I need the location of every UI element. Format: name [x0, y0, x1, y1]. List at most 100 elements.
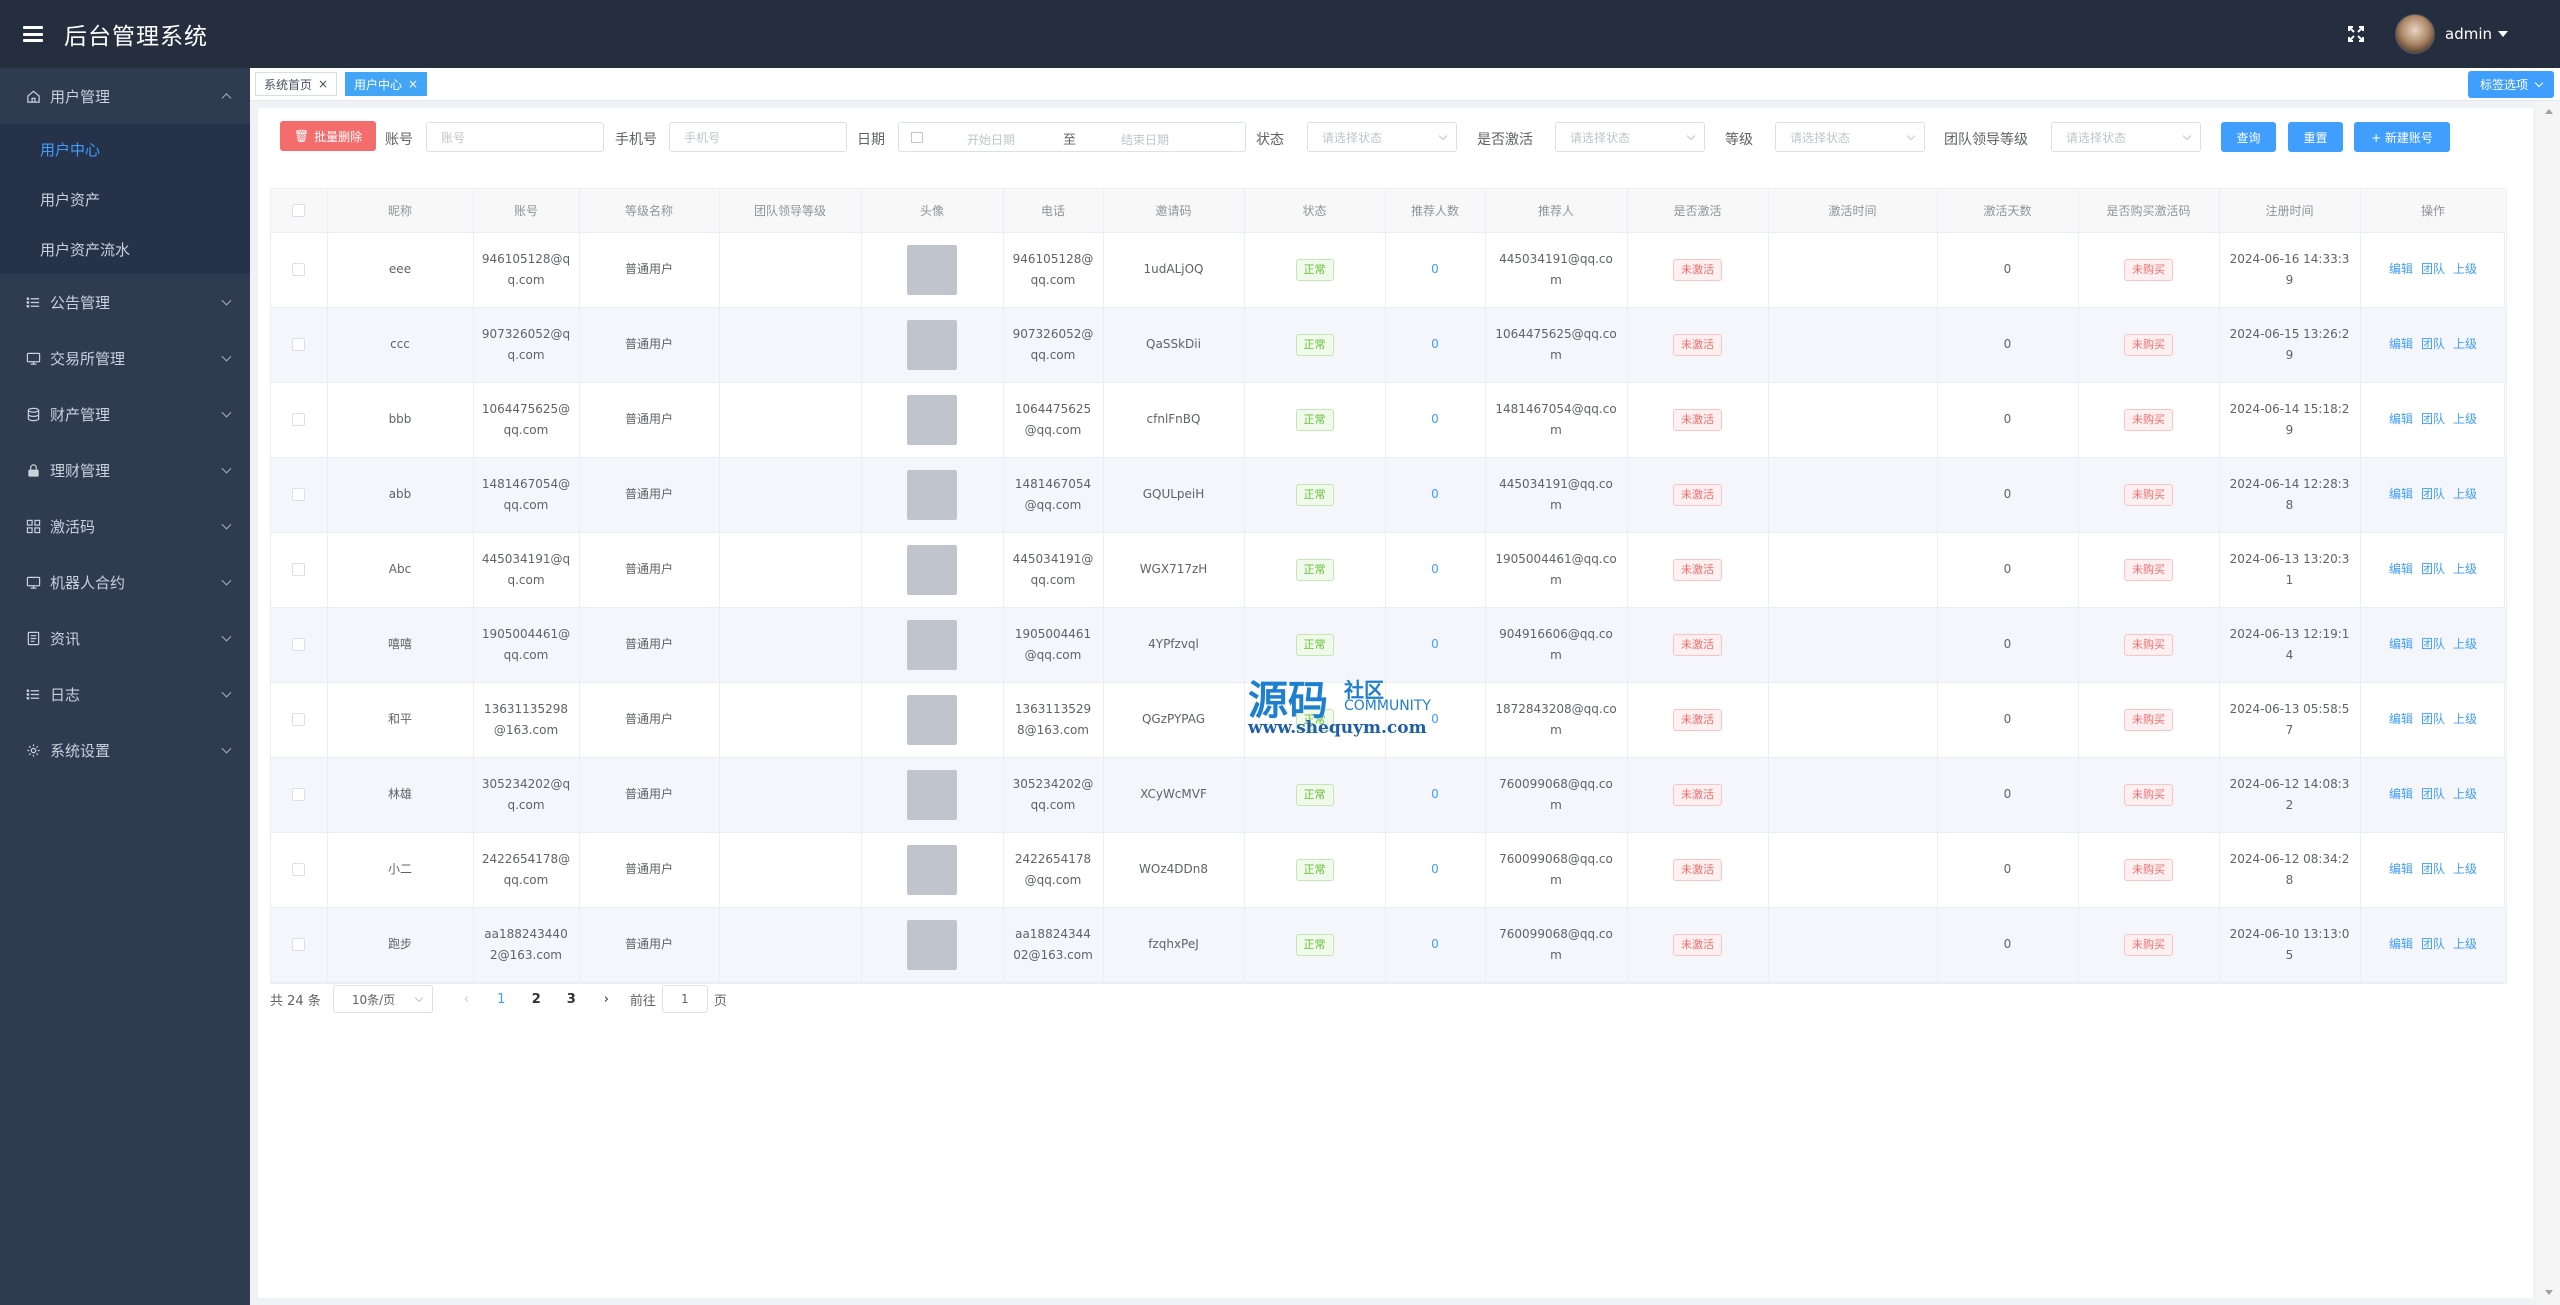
edit-link[interactable]: 编辑 — [2388, 262, 2413, 276]
row-checkbox[interactable] — [292, 788, 306, 801]
page-number[interactable]: 2 — [531, 991, 541, 1007]
edit-link[interactable]: 编辑 — [2388, 412, 2413, 426]
edit-link[interactable]: 编辑 — [2388, 637, 2413, 651]
level-select[interactable]: 请选择状态 — [1775, 122, 1925, 152]
row-checkbox[interactable] — [292, 638, 306, 651]
team-level-select[interactable]: 请选择状态 — [2051, 122, 2201, 152]
tag-options-button[interactable]: 标签选项 — [2467, 71, 2554, 98]
avatar-thumbnail[interactable] — [907, 319, 957, 370]
team-link[interactable]: 团队 — [2420, 487, 2445, 501]
ref-count-link[interactable]: 0 — [1431, 937, 1439, 951]
vertical-scrollbar[interactable] — [2536, 101, 2560, 1305]
row-checkbox[interactable] — [292, 338, 306, 351]
team-link[interactable]: 团队 — [2420, 412, 2445, 426]
team-link[interactable]: 团队 — [2420, 712, 2445, 726]
row-checkbox[interactable] — [292, 938, 306, 951]
parent-link[interactable]: 上级 — [2453, 487, 2478, 501]
sidebar-item-logs[interactable]: 日志 — [0, 666, 250, 722]
parent-link[interactable]: 上级 — [2453, 712, 2478, 726]
avatar-thumbnail[interactable] — [907, 919, 957, 970]
edit-link[interactable]: 编辑 — [2388, 562, 2413, 576]
row-checkbox[interactable] — [292, 713, 306, 726]
sidebar-item-finance[interactable]: 理财管理 — [0, 442, 250, 498]
sidebar-item-property[interactable]: 财产管理 — [0, 386, 250, 442]
sidebar-subitem-user-asset-flow[interactable]: 用户资产流水 — [0, 224, 250, 274]
avatar[interactable] — [2395, 14, 2435, 54]
team-link[interactable]: 团队 — [2420, 862, 2445, 876]
new-account-button[interactable]: + 新建账号 — [2354, 122, 2450, 152]
avatar-thumbnail[interactable] — [907, 769, 957, 820]
ref-count-link[interactable]: 0 — [1431, 637, 1439, 651]
select-all-checkbox[interactable] — [292, 204, 306, 218]
user-dropdown[interactable]: admin — [2445, 25, 2508, 43]
row-checkbox[interactable] — [292, 488, 306, 501]
team-link[interactable]: 团队 — [2420, 637, 2445, 651]
avatar-thumbnail[interactable] — [907, 544, 957, 595]
reset-button[interactable]: 重置 — [2288, 122, 2343, 152]
date-start-input[interactable]: 开始日期 — [967, 133, 1016, 147]
row-checkbox[interactable] — [292, 263, 306, 276]
ref-count-link[interactable]: 0 — [1431, 487, 1439, 501]
team-link[interactable]: 团队 — [2420, 562, 2445, 576]
avatar-thumbnail[interactable] — [907, 619, 957, 670]
ref-count-link[interactable]: 0 — [1431, 337, 1439, 351]
ref-count-link[interactable]: 0 — [1431, 862, 1439, 876]
avatar-thumbnail[interactable] — [907, 469, 957, 520]
ref-count-link[interactable]: 0 — [1431, 787, 1439, 801]
sidebar-item-announcements[interactable]: 公告管理 — [0, 274, 250, 330]
avatar-thumbnail[interactable] — [907, 694, 957, 745]
sidebar-item-robot-contract[interactable]: 机器人合约 — [0, 554, 250, 610]
parent-link[interactable]: 上级 — [2453, 637, 2478, 651]
avatar-thumbnail[interactable] — [907, 394, 957, 445]
date-range-picker[interactable]: 开始日期 至 结束日期 — [898, 122, 1246, 152]
parent-link[interactable]: 上级 — [2453, 337, 2478, 351]
row-checkbox[interactable] — [292, 863, 306, 876]
edit-link[interactable]: 编辑 — [2388, 787, 2413, 801]
edit-link[interactable]: 编辑 — [2388, 712, 2413, 726]
scroll-up-icon[interactable] — [2545, 109, 2553, 114]
tab-home[interactable]: 系统首页 × — [255, 72, 338, 96]
sidebar-item-exchange[interactable]: 交易所管理 — [0, 330, 250, 386]
sidebar-item-settings[interactable]: 系统设置 — [0, 722, 250, 778]
page-number[interactable]: 3 — [566, 991, 576, 1007]
query-button[interactable]: 查询 — [2221, 122, 2276, 152]
row-checkbox[interactable] — [292, 413, 306, 426]
sidebar-subitem-user-assets[interactable]: 用户资产 — [0, 174, 250, 224]
team-link[interactable]: 团队 — [2420, 787, 2445, 801]
row-checkbox[interactable] — [292, 563, 306, 576]
parent-link[interactable]: 上级 — [2453, 937, 2478, 951]
ref-count-link[interactable]: 0 — [1431, 562, 1439, 576]
sidebar-subitem-user-center[interactable]: 用户中心 — [0, 124, 250, 174]
next-page-icon[interactable]: › — [603, 991, 609, 1007]
prev-page-icon[interactable]: ‹ — [463, 991, 469, 1007]
ref-count-link[interactable]: 0 — [1431, 712, 1439, 726]
goto-page-input[interactable]: 1 — [661, 985, 708, 1013]
fullscreen-icon[interactable] — [2347, 25, 2365, 43]
parent-link[interactable]: 上级 — [2453, 262, 2478, 276]
edit-link[interactable]: 编辑 — [2388, 937, 2413, 951]
scroll-down-icon[interactable] — [2545, 1290, 2553, 1295]
team-link[interactable]: 团队 — [2420, 337, 2445, 351]
sidebar-item-activation-code[interactable]: 激活码 — [0, 498, 250, 554]
close-icon[interactable]: × — [318, 77, 329, 91]
avatar-thumbnail[interactable] — [907, 844, 957, 895]
parent-link[interactable]: 上级 — [2453, 412, 2478, 426]
page-number[interactable]: 1 — [497, 991, 506, 1007]
sidebar-item-user-management[interactable]: 用户管理 — [0, 68, 250, 124]
edit-link[interactable]: 编辑 — [2388, 487, 2413, 501]
hamburger-menu-icon[interactable] — [23, 26, 43, 42]
team-link[interactable]: 团队 — [2420, 937, 2445, 951]
edit-link[interactable]: 编辑 — [2388, 337, 2413, 351]
tab-user-center[interactable]: 用户中心 × — [345, 72, 428, 96]
sidebar-item-news[interactable]: 资讯 — [0, 610, 250, 666]
activated-select[interactable]: 请选择状态 — [1555, 122, 1705, 152]
parent-link[interactable]: 上级 — [2453, 562, 2478, 576]
close-icon[interactable]: × — [408, 77, 419, 91]
page-size-select[interactable]: 10条/页 — [332, 985, 433, 1013]
parent-link[interactable]: 上级 — [2453, 862, 2478, 876]
account-input[interactable]: 账号 — [426, 122, 604, 152]
parent-link[interactable]: 上级 — [2453, 787, 2478, 801]
ref-count-link[interactable]: 0 — [1431, 412, 1439, 426]
date-end-input[interactable]: 结束日期 — [1121, 133, 1170, 147]
phone-input[interactable]: 手机号 — [669, 122, 847, 152]
